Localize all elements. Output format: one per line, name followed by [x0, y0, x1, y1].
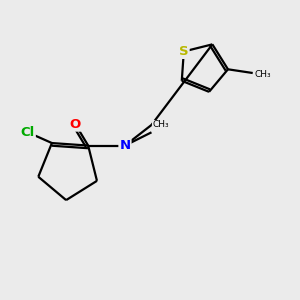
Text: CH₃: CH₃	[153, 120, 169, 129]
Text: CH₃: CH₃	[254, 70, 271, 79]
Text: N: N	[119, 139, 130, 152]
Text: O: O	[70, 118, 81, 130]
Text: Cl: Cl	[21, 126, 35, 139]
Text: S: S	[179, 45, 189, 58]
